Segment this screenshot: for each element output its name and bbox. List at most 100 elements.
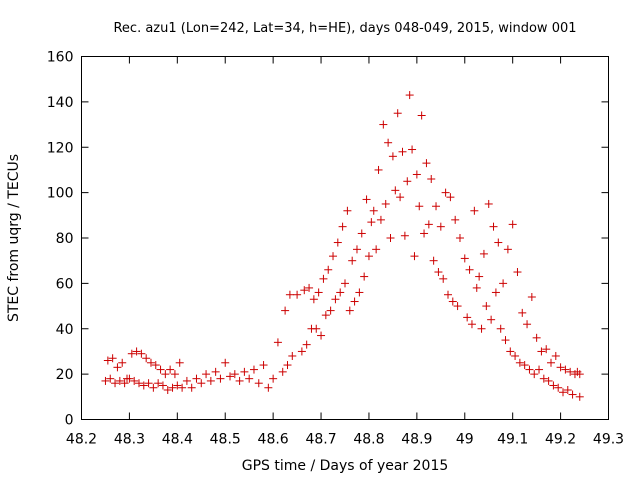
data-point [420,229,429,238]
data-point [563,386,572,395]
x-tick-label: 48.7 [305,432,336,448]
data-point [300,286,309,295]
data-points [101,91,584,401]
data-point [427,175,436,184]
data-point [374,165,383,174]
data-point [108,354,117,363]
data-point [305,283,314,292]
data-point [515,358,524,367]
data-point [501,336,510,345]
x-tick-label: 48.2 [66,432,97,448]
data-point [465,265,474,274]
data-point [391,186,400,195]
data-point [278,367,287,376]
data-point [158,381,167,390]
data-point [202,370,211,379]
data-point [441,188,450,197]
data-point [324,265,333,274]
data-point [293,290,302,299]
data-point [532,333,541,342]
y-tick-label: 60 [56,276,74,292]
data-point [551,351,560,360]
data-point [350,297,359,306]
data-point [381,199,390,208]
data-point [170,370,179,379]
data-point [343,206,352,215]
data-point [281,306,290,315]
data-point [166,365,175,374]
x-tick-label: 49.1 [497,432,528,448]
data-point [556,363,565,372]
data-point [187,383,196,392]
data-point [494,238,503,247]
data-point [118,358,127,367]
data-point [192,374,201,383]
data-point [432,202,441,211]
data-point [455,234,464,242]
data-point [197,379,206,388]
data-point [168,383,177,392]
data-point [367,218,376,227]
x-axis-label: GPS time / Days of year 2015 [242,458,449,474]
data-point [484,199,493,208]
plot-frame [81,56,609,420]
data-point [264,383,273,392]
data-point [398,147,407,156]
data-point [376,215,385,224]
y-tick-label: 160 [47,50,74,66]
data-point [302,340,311,349]
data-point [487,315,496,324]
data-point [479,249,488,258]
data-point [319,274,328,283]
data-point [211,367,220,376]
data-point [175,358,184,367]
data-point [520,361,529,370]
data-point [523,320,532,329]
data-point [139,381,148,390]
data-point [151,361,160,370]
x-tick-label: 49 [456,432,474,448]
data-point [137,349,146,358]
data-point [249,365,258,374]
x-tick-label: 48.4 [162,432,193,448]
y-tick-label: 0 [65,413,74,429]
data-point [561,365,570,374]
data-point [542,345,551,354]
data-point [336,288,345,297]
data-point [446,193,455,202]
data-point [511,351,520,360]
y-tick-label: 140 [47,95,74,111]
data-point [475,272,484,281]
data-point [410,252,419,261]
data-point [360,272,369,281]
data-point [314,288,323,297]
data-point [424,220,433,229]
data-point [482,302,491,311]
data-point [113,363,122,372]
y-axis: 0 20 40 60 80 100 120 140 160 [47,50,609,429]
data-point [403,177,412,186]
data-point [568,390,577,399]
data-point [288,351,297,360]
data-point [491,288,500,297]
data-point [364,252,373,261]
data-point [144,379,153,388]
data-point [357,229,366,238]
data-point [379,120,388,129]
data-point [352,245,361,254]
data-point [477,324,486,333]
data-point [503,245,512,254]
data-point [415,202,424,211]
data-point [369,206,378,215]
data-point [527,292,536,301]
data-point [156,365,165,374]
data-point [259,361,268,370]
data-point [178,383,187,392]
data-point [173,381,182,390]
data-point [372,245,381,254]
data-point [417,111,426,120]
data-point [245,374,254,383]
data-point [115,376,124,385]
data-point [439,274,448,283]
data-point [518,308,527,317]
